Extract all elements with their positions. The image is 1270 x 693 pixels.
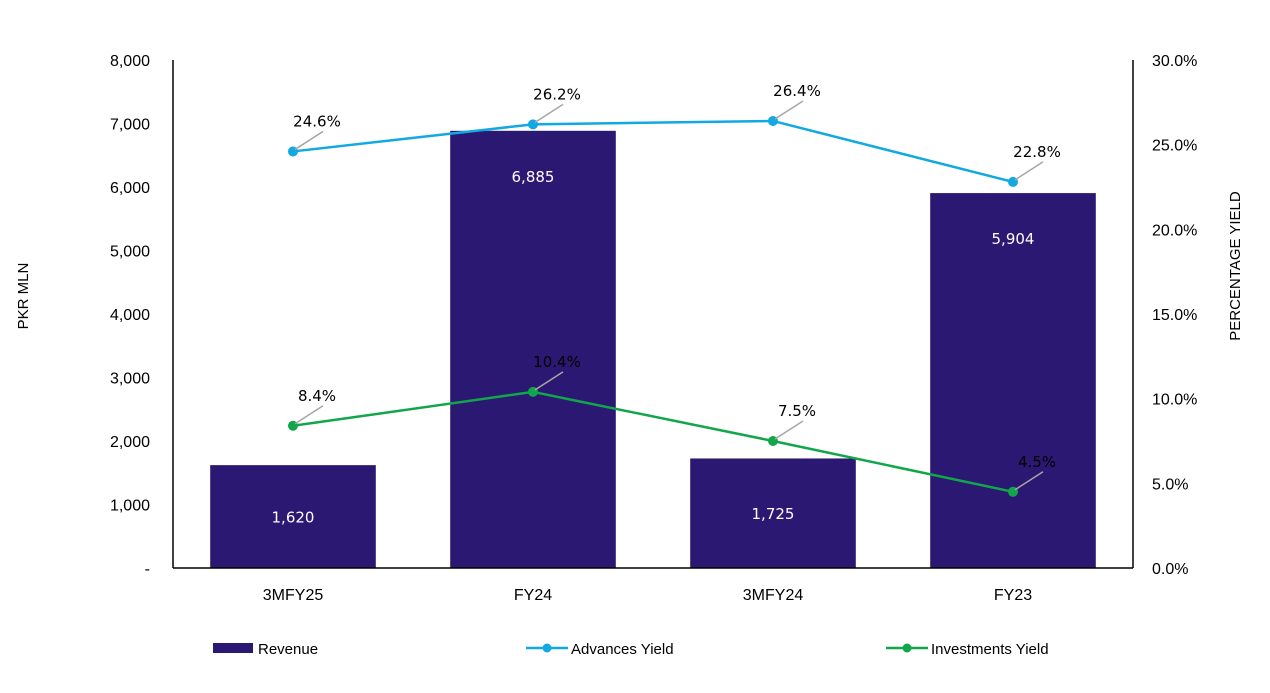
bars-group [210, 130, 1096, 569]
leader-line [294, 130, 324, 151]
axes-group [172, 60, 1134, 569]
bar-revenue [210, 465, 376, 568]
y-tick-label: 6,000 [110, 180, 150, 197]
ticks-group: - 1,000 2,000 3,000 4,000 5,000 6,000 7,000 8,00… [110, 53, 1197, 604]
line-advances-yield [292, 119, 1014, 184]
legend-marker [542, 643, 552, 653]
y-tick-label: 3,000 [110, 371, 150, 388]
y-tick-label: 7,000 [110, 117, 150, 134]
point-data-label: 26.4% [773, 82, 821, 100]
bar-data-label: 1,620 [272, 509, 315, 527]
x-tick-label: 3MFY24 [743, 587, 804, 604]
y-tick-label: 5,000 [110, 244, 150, 261]
legend: Revenue Advances Yield Investments Yield [213, 641, 1049, 658]
y2-tick-label: 30.0% [1152, 53, 1197, 70]
legend-label: Investments Yield [931, 641, 1049, 658]
leader-line [1014, 471, 1044, 491]
legend-swatch-revenue [213, 643, 253, 653]
bar-data-label: 1,725 [752, 505, 795, 523]
x-tick-label: FY24 [514, 587, 552, 604]
y2-tick-label: 25.0% [1152, 138, 1197, 155]
point-data-label: 24.6% [293, 112, 341, 130]
point-data-label: 26.2% [533, 85, 581, 103]
y2-tick-label: 10.0% [1152, 392, 1197, 409]
bar-data-label: 5,904 [992, 230, 1035, 248]
legend-marker [902, 643, 912, 653]
point-labels-group: 1,620 6,885 1,725 5,904 24.6% 26.2% 26.4% 22.8%… [272, 82, 1061, 527]
legend-label: Revenue [258, 641, 318, 658]
y-tick-label: 8,000 [110, 53, 150, 70]
bar-revenue [930, 193, 1096, 568]
point-data-label: 8.4% [298, 387, 336, 405]
legend-label: Advances Yield [571, 641, 674, 658]
leader-line [534, 371, 564, 391]
leader-line [294, 405, 324, 425]
x-tick-label: FY23 [994, 587, 1032, 604]
y2-tick-label: 0.0% [1152, 561, 1188, 578]
point-data-label: 10.4% [533, 353, 581, 371]
line-investments-yield [292, 390, 1014, 494]
point-data-label: 7.5% [778, 402, 816, 420]
bar-revenue [690, 458, 856, 568]
bar-revenue [450, 130, 616, 569]
point-data-label: 22.8% [1013, 143, 1061, 161]
leader-line [1014, 161, 1044, 181]
y2-tick-label: 20.0% [1152, 222, 1197, 239]
y2-axis-title: PERCENTAGE YIELD [1227, 191, 1244, 341]
leader-line [534, 103, 564, 123]
point-data-label: 4.5% [1018, 453, 1056, 471]
y-axis-title: PKR MLN [15, 263, 32, 330]
y2-tick-label: 5.0% [1152, 476, 1188, 493]
y2-tick-label: 15.0% [1152, 307, 1197, 324]
y-tick-label: 2,000 [110, 434, 150, 451]
y-tick-label: 4,000 [110, 307, 150, 324]
leader-line [774, 420, 804, 440]
leader-line [774, 100, 804, 120]
x-tick-label: 3MFY25 [263, 587, 324, 604]
y-tick-label: - [145, 561, 150, 578]
y-tick-label: 1,000 [110, 498, 150, 515]
bar-data-label: 6,885 [512, 168, 555, 186]
lines-group [288, 100, 1044, 497]
